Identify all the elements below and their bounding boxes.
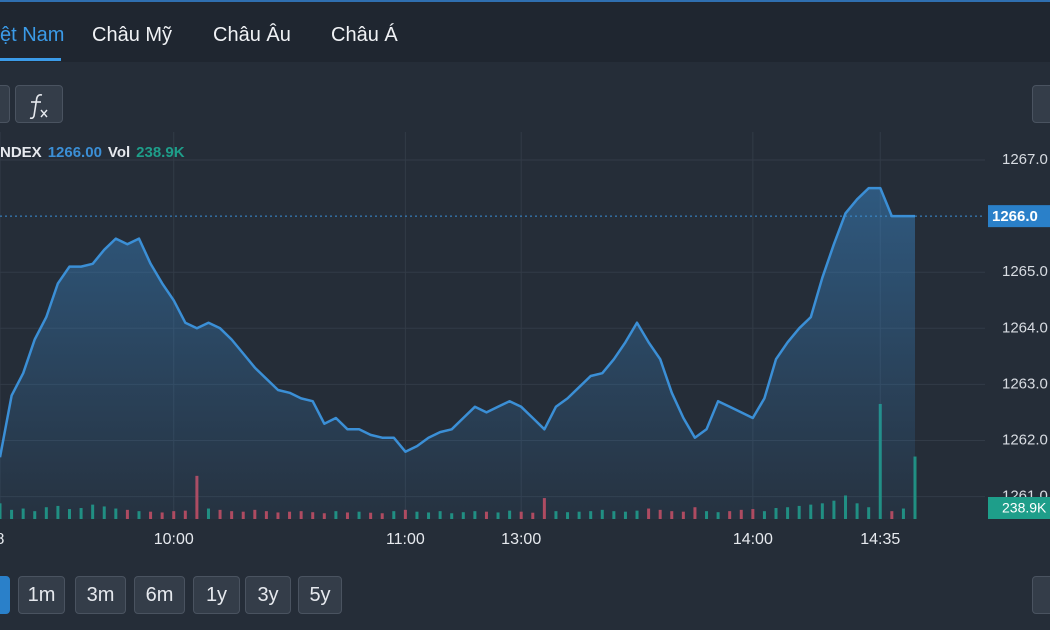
period-button[interactable]: 1y — [193, 576, 240, 614]
period-button[interactable]: 1m — [18, 576, 65, 614]
last-price-label: 1266.0 — [992, 208, 1038, 225]
y-tick-label: 1265.0 — [1002, 263, 1048, 280]
top-border — [0, 0, 1050, 2]
period-button[interactable]: 6m — [134, 576, 185, 614]
y-tick-label: 1264.0 — [1002, 319, 1048, 336]
y-tick-label: 1263.0 — [1002, 375, 1048, 392]
tab[interactable]: Châu Âu — [213, 24, 291, 46]
x-tick-label: 11:00 — [386, 531, 425, 548]
settings-button[interactable] — [1032, 85, 1050, 123]
active-tab-underline — [0, 58, 61, 61]
last-volume-label: 238.9K — [1002, 500, 1047, 516]
price-line — [0, 186, 915, 458]
period-button[interactable]: 5y — [298, 576, 342, 614]
period-button-active[interactable] — [0, 576, 10, 614]
fullscreen-button[interactable] — [1032, 576, 1050, 614]
last-volume-badge — [988, 497, 1050, 519]
x-tick-label: 13:00 — [501, 531, 541, 548]
x-tick-label: 14:00 — [733, 531, 773, 548]
legend-vol-label: Vol — [108, 144, 130, 161]
period-button[interactable]: 3m — [75, 576, 126, 614]
price-area — [0, 188, 915, 519]
tool-button[interactable] — [0, 85, 10, 123]
legend-vol: 238.9K — [136, 144, 185, 161]
fx-icon — [29, 94, 48, 120]
y-tick-label: 1267.0 — [1002, 151, 1048, 168]
tab[interactable]: Châu Mỹ — [92, 24, 173, 46]
legend-price: 1266.00 — [48, 144, 102, 161]
period-button[interactable]: 3y — [245, 576, 291, 614]
last-price-badge — [988, 205, 1050, 228]
tab[interactable]: ệt Nam — [0, 24, 65, 46]
legend-symbol: NDEX — [0, 144, 42, 161]
region-tabs: ệt Nam Châu Mỹ Châu Âu Châu Á — [0, 2, 1050, 62]
x-tick-label: 8 — [0, 531, 5, 548]
legend: NDEX 1266.00 Vol 238.9K — [0, 144, 185, 161]
tab[interactable]: Châu Á — [331, 24, 398, 46]
x-tick-label: 10:00 — [154, 531, 194, 548]
x-tick-label: 14:35 — [860, 531, 900, 548]
y-tick-label: 1262.0 — [1002, 431, 1048, 448]
indicator-button[interactable] — [15, 85, 63, 123]
